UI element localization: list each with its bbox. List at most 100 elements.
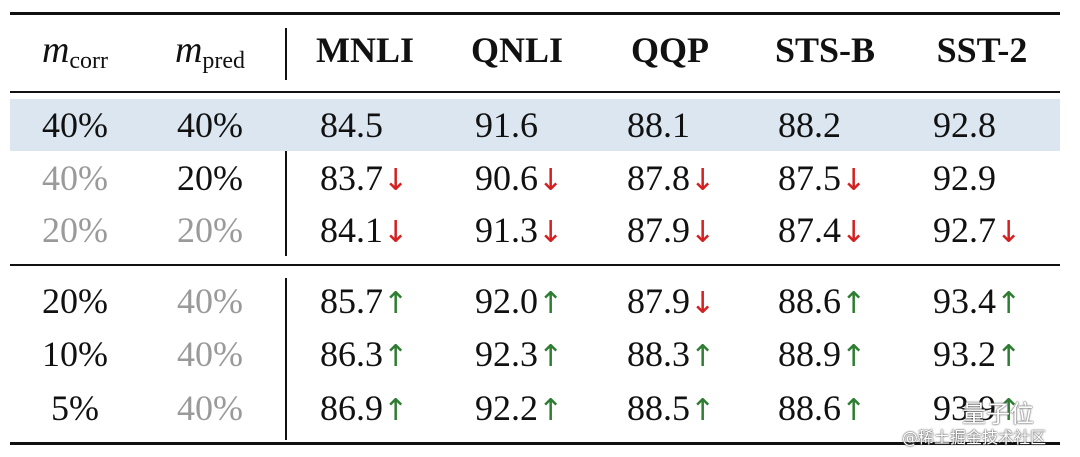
down-arrow: ↓: [841, 215, 867, 250]
score: 93.2: [933, 334, 996, 374]
score-cell: 86.3↑: [320, 334, 408, 377]
score-cell: 88.1: [627, 105, 690, 145]
corr-cell: 5%: [51, 388, 99, 428]
score: 87.8: [627, 158, 690, 198]
score-cell: 88.5↑: [627, 388, 715, 431]
up-arrow: ↑: [383, 393, 409, 428]
score: 92.2: [475, 388, 538, 428]
score-cell: 92.7↓: [933, 210, 1021, 253]
corr-cell: 40%: [42, 105, 108, 145]
score-cell: 93.9↑: [933, 388, 1021, 431]
task-header: SST-2: [936, 30, 1028, 70]
score: 92.7: [933, 210, 996, 250]
corr-cell: 20%: [42, 210, 108, 250]
pred-cell: 40%: [177, 388, 243, 428]
score-cell: 84.5: [320, 105, 383, 145]
score: 90.6: [475, 158, 538, 198]
pred-cell: 20%: [177, 158, 243, 198]
score: 92.8: [933, 105, 996, 145]
score: 87.9: [627, 281, 690, 321]
up-arrow: ↑: [841, 339, 867, 374]
score-cell: 93.2↑: [933, 334, 1021, 377]
score: 92.3: [475, 334, 538, 374]
header-symbol: mpred: [175, 30, 245, 81]
score-cell: 86.9↑: [320, 388, 408, 431]
up-arrow: ↑: [841, 286, 867, 321]
symbol: m: [41, 29, 70, 71]
group-rule: [10, 264, 1060, 266]
score-cell: 92.3↑: [475, 334, 563, 377]
subscript: pred: [202, 48, 246, 74]
score-cell: 88.2: [778, 105, 841, 145]
down-arrow: ↓: [690, 163, 716, 198]
down-arrow: ↓: [841, 163, 867, 198]
up-arrow: ↑: [383, 339, 409, 374]
score-cell: 92.8: [933, 105, 996, 145]
score-cell: 92.0↑: [475, 281, 563, 324]
corr-cell: 40%: [42, 158, 108, 198]
score: 85.7: [320, 281, 383, 321]
column-divider: [285, 28, 287, 80]
score: 83.7: [320, 158, 383, 198]
score: 84.5: [320, 105, 383, 145]
down-arrow: ↓: [690, 286, 716, 321]
watermark-brand: 量子位: [962, 400, 1034, 428]
corr-cell: 10%: [42, 334, 108, 374]
score-cell: 92.2↑: [475, 388, 563, 431]
score: 87.9: [627, 210, 690, 250]
score-cell: 91.3↓: [475, 210, 563, 253]
score-cell: 87.4↓: [778, 210, 866, 253]
down-arrow: ↓: [538, 215, 564, 250]
up-arrow: ↑: [690, 393, 716, 428]
task-header: QQP: [631, 30, 709, 70]
score-cell: 88.9↑: [778, 334, 866, 377]
score: 93.9: [933, 388, 996, 428]
pred-cell: 40%: [177, 334, 243, 374]
down-arrow: ↓: [996, 215, 1022, 250]
up-arrow: ↑: [996, 286, 1022, 321]
up-arrow: ↑: [996, 339, 1022, 374]
score-cell: 84.1↓: [320, 210, 408, 253]
score: 86.3: [320, 334, 383, 374]
score-cell: 85.7↑: [320, 281, 408, 324]
score-cell: 87.8↓: [627, 158, 715, 201]
score: 88.6: [778, 281, 841, 321]
score: 88.9: [778, 334, 841, 374]
pred-cell: 40%: [177, 281, 243, 321]
symbol: m: [174, 29, 203, 71]
header-rule: [10, 91, 1060, 93]
score: 84.1: [320, 210, 383, 250]
task-header: STS-B: [774, 30, 876, 70]
header-symbol: mcorr: [42, 30, 108, 81]
bottom-rule: [10, 442, 1060, 445]
score-cell: 88.3↑: [627, 334, 715, 377]
task-header: QNLI: [470, 30, 564, 70]
column-divider: [285, 100, 287, 256]
top-rule: [10, 12, 1060, 15]
up-arrow: ↑: [538, 286, 564, 321]
down-arrow: ↓: [538, 163, 564, 198]
score-cell: 87.9↓: [627, 210, 715, 253]
pred-cell: 40%: [177, 105, 243, 145]
up-arrow: ↑: [841, 393, 867, 428]
score: 87.5: [778, 158, 841, 198]
score: 91.3: [475, 210, 538, 250]
score-cell: 91.6: [475, 105, 538, 145]
score: 92.9: [933, 158, 996, 198]
score-cell: 92.9: [933, 158, 996, 198]
column-divider: [285, 278, 287, 440]
score-cell: 88.6↑: [778, 388, 866, 431]
up-arrow: ↑: [996, 393, 1022, 428]
score-cell: 87.5↓: [778, 158, 866, 201]
score: 92.0: [475, 281, 538, 321]
score: 88.1: [627, 105, 690, 145]
score-cell: 90.6↓: [475, 158, 563, 201]
score: 88.2: [778, 105, 841, 145]
down-arrow: ↓: [690, 215, 716, 250]
score: 87.4: [778, 210, 841, 250]
score-cell: 83.7↓: [320, 158, 408, 201]
watermark-source: @稀土掘金技术社区: [902, 428, 1047, 447]
up-arrow: ↑: [538, 393, 564, 428]
up-arrow: ↑: [690, 339, 716, 374]
